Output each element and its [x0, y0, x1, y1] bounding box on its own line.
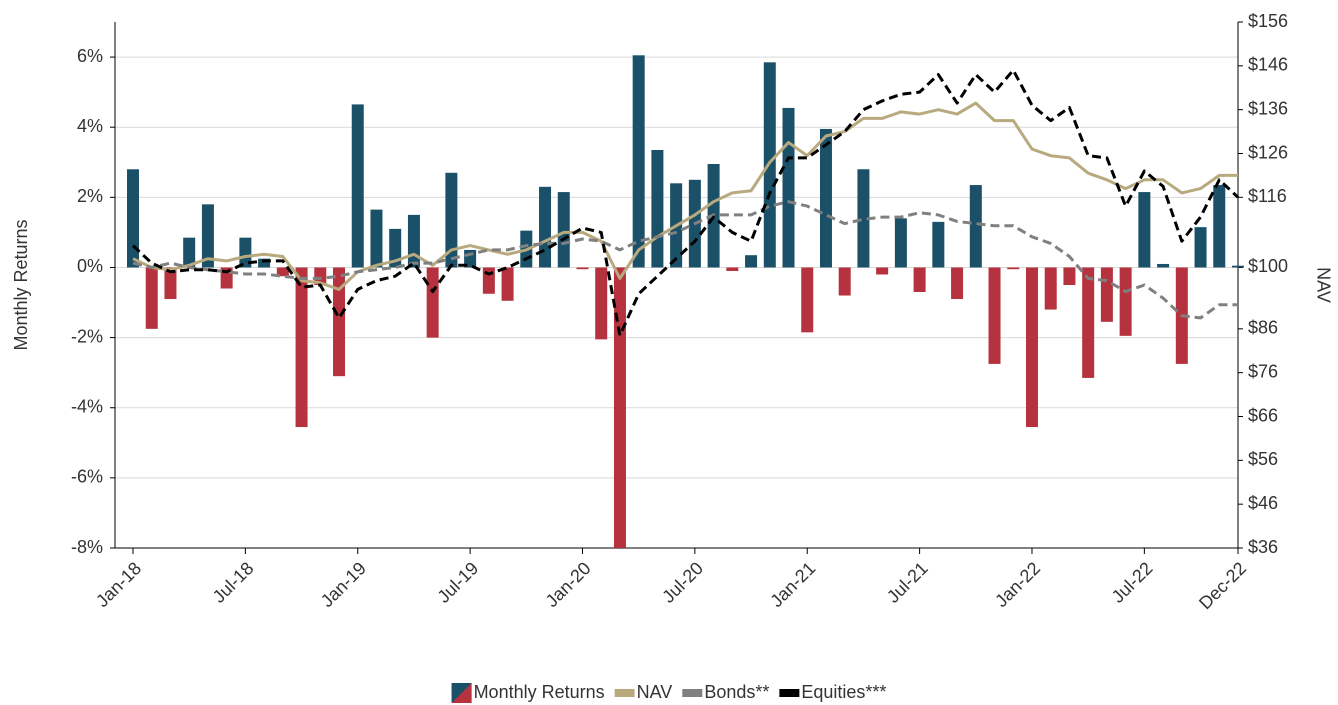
bar — [819, 128, 832, 268]
bar — [969, 185, 982, 268]
y-tick-label: -2% — [71, 326, 103, 346]
bar — [1025, 267, 1038, 428]
bar — [651, 149, 664, 268]
legend-swatch — [682, 689, 703, 697]
bar — [333, 267, 346, 377]
x-tick-label: Jul-19 — [433, 558, 482, 607]
y-tick-label: 6% — [77, 46, 103, 66]
bar — [1119, 267, 1132, 336]
bar — [745, 255, 758, 268]
bar — [407, 214, 420, 268]
y2-tick-label: $116 — [1248, 186, 1287, 206]
legend-label: NAV — [637, 682, 673, 702]
y2-tick-label: $36 — [1248, 537, 1278, 557]
bar — [239, 237, 252, 268]
bar — [445, 172, 458, 268]
bar — [258, 258, 271, 268]
y2-tick-label: $136 — [1248, 98, 1288, 118]
x-tick-label: Jan-21 — [766, 558, 819, 611]
bar — [1213, 185, 1226, 268]
y2-axis-title: NAV — [1313, 267, 1333, 303]
legend-label: Bonds** — [704, 682, 769, 702]
bar — [913, 267, 926, 293]
bar — [183, 237, 196, 268]
x-tick-label: Jul-20 — [658, 558, 707, 607]
bar — [1100, 267, 1113, 322]
bar — [314, 267, 327, 285]
bar — [1157, 263, 1170, 268]
bar — [389, 228, 402, 268]
line — [132, 200, 1238, 320]
bar — [632, 55, 645, 268]
bar — [801, 267, 814, 333]
y2-tick-label: $100 — [1248, 256, 1288, 276]
bar — [201, 204, 214, 268]
x-tick-label: Jan-19 — [317, 558, 370, 611]
legend-label: Monthly Returns — [474, 682, 605, 702]
x-tick-label: Jul-18 — [209, 558, 258, 607]
legend-swatch — [779, 689, 800, 697]
bar — [1232, 265, 1244, 268]
bar — [145, 267, 158, 329]
line — [131, 68, 1240, 337]
bar — [576, 267, 589, 270]
bar — [876, 267, 889, 275]
bar — [1063, 267, 1076, 285]
bar — [613, 267, 626, 548]
bar — [988, 267, 1001, 364]
legend-swatch — [451, 683, 472, 703]
y-tick-label: 4% — [77, 116, 103, 136]
x-tick-label: Jul-21 — [883, 558, 932, 607]
bar — [726, 267, 739, 271]
bar — [351, 104, 364, 268]
bar — [482, 267, 495, 294]
legend: Monthly Returns NAV Bonds** Equities*** — [451, 682, 886, 703]
y-tick-label: 2% — [77, 186, 103, 206]
y2-tick-label: $146 — [1248, 55, 1288, 75]
y-axis-title: Monthly Returns — [11, 219, 31, 350]
bar — [1138, 192, 1151, 268]
bar — [595, 267, 608, 340]
y-tick-label: -6% — [71, 467, 103, 487]
x-tick-label: Jul-22 — [1108, 558, 1157, 607]
bar — [894, 218, 907, 268]
bar — [501, 267, 514, 301]
bar — [857, 169, 870, 268]
bar — [951, 267, 964, 300]
bar — [164, 267, 177, 300]
line — [132, 101, 1238, 291]
x-tick-label: Jan-18 — [92, 558, 145, 611]
bar — [276, 267, 289, 277]
bar — [782, 107, 795, 268]
bar — [838, 267, 851, 296]
bar — [1194, 227, 1207, 268]
y2-tick-label: $56 — [1248, 449, 1278, 469]
bar — [127, 169, 139, 268]
bar — [932, 221, 945, 268]
bar — [370, 209, 383, 268]
y-tick-label: -8% — [71, 537, 103, 557]
x-tick-label: Jan-22 — [991, 558, 1044, 611]
y2-tick-label: $126 — [1248, 142, 1288, 162]
y-tick-label: -4% — [71, 396, 103, 416]
y2-tick-label: $86 — [1248, 318, 1278, 338]
legend-label: Equities*** — [801, 682, 886, 702]
y-tick-label: 0% — [77, 256, 103, 276]
y2-tick-label: $46 — [1248, 493, 1278, 513]
bar — [1007, 267, 1020, 270]
x-tick-label: Dec-22 — [1195, 558, 1250, 613]
bar — [426, 267, 439, 338]
bar — [1044, 267, 1057, 310]
y2-tick-label: $66 — [1248, 405, 1278, 425]
legend-swatch — [614, 689, 635, 697]
bar — [539, 186, 552, 268]
bar — [295, 267, 308, 428]
y2-tick-label: $76 — [1248, 361, 1278, 381]
bar — [1082, 267, 1095, 378]
y2-tick-label: $156 — [1248, 11, 1288, 31]
bar — [557, 192, 570, 268]
x-tick-label: Jan-20 — [542, 558, 595, 611]
